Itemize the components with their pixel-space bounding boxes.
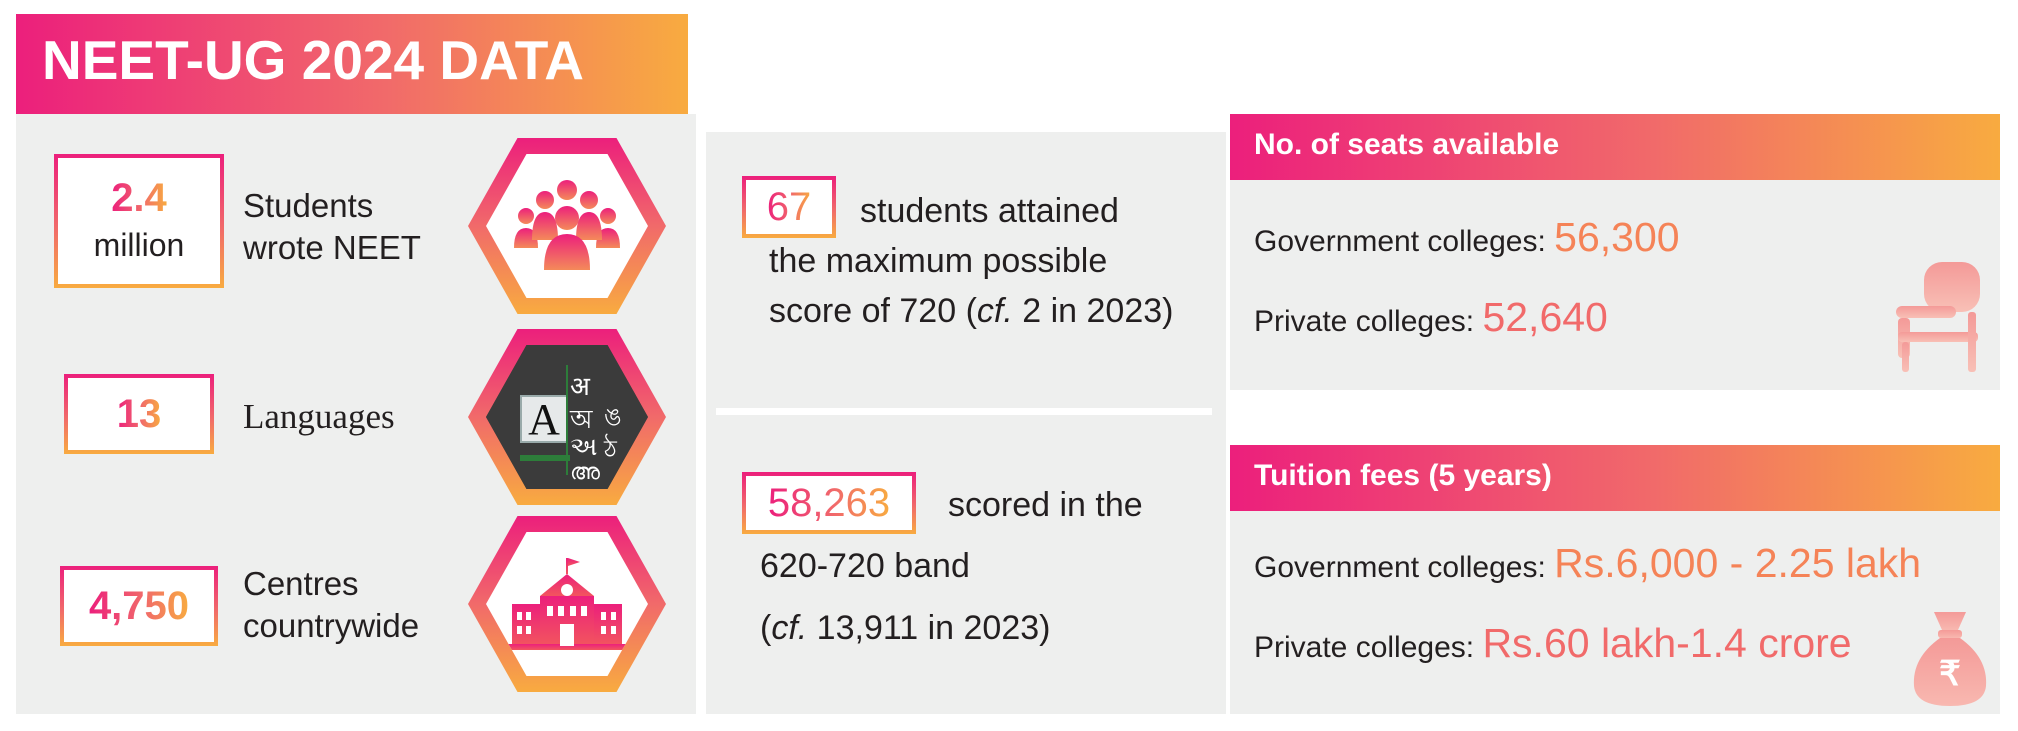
students-count-box: 2.4 million: [54, 154, 224, 288]
key-latin-a: A: [520, 395, 568, 444]
toppers-count-box: 67: [742, 176, 836, 238]
band-line2: 620-720 band: [760, 547, 970, 585]
toppers-line1: students attained: [860, 192, 1119, 230]
rupee-symbol: ₹: [1939, 655, 1961, 693]
seats-government-label: Government colleges:: [1254, 225, 1555, 258]
fees-government-row: Government colleges: Rs.6,000 - 2.25 lak…: [1254, 540, 1921, 587]
languages-count-value: 13: [116, 391, 162, 436]
centres-count-box: 4,750: [60, 566, 218, 646]
seats-government-value: 56,300: [1554, 214, 1680, 260]
seats-private-value: 52,640: [1482, 294, 1608, 340]
centres-label-line1: Centres: [243, 565, 359, 602]
students-label-line1: Students: [243, 187, 374, 224]
languages-keyboard-icon: A अ অ અ അ ঙ ঠ: [468, 329, 666, 505]
fees-private-label: Private colleges:: [1254, 631, 1483, 664]
fees-private-row: Private colleges: Rs.60 lakh-1.4 crore: [1254, 620, 1852, 667]
students-count-value: 2.4: [111, 176, 167, 220]
fees-government-value: Rs.6,000 - 2.25 lakh: [1554, 540, 1922, 586]
seats-private-row: Private colleges: 52,640: [1254, 294, 1608, 341]
key-devanagari: अ: [570, 371, 590, 401]
fees-heading-bar: Tuition fees (5 years): [1230, 445, 2000, 511]
seats-private-label: Private colleges:: [1254, 305, 1483, 338]
people-group-icon: [468, 138, 666, 314]
students-count-unit: million: [93, 227, 185, 263]
seats-government-row: Government colleges: 56,300: [1254, 214, 1680, 261]
students-label-line2: wrote NEET: [243, 229, 421, 266]
toppers-line3: score of 720 (cf. 2 in 2023): [769, 292, 1174, 330]
band-count-value: 58,263: [767, 480, 891, 525]
key-gujarati: અ: [570, 431, 598, 461]
school-desk-chair-icon: [1894, 262, 1984, 374]
toppers-line2: the maximum possible: [769, 242, 1108, 280]
centres-count-value: 4,750: [88, 583, 190, 628]
band-count-box: 58,263: [742, 472, 916, 534]
key-malayalam: അ: [570, 459, 600, 484]
seats-heading-bar: No. of seats available: [1230, 114, 2000, 180]
rupee-money-bag-icon: ₹: [1910, 610, 1990, 708]
title-banner: NEET-UG 2024 DATA: [16, 14, 688, 114]
page-title: NEET-UG 2024 DATA: [42, 29, 584, 91]
fees-private-value: Rs.60 lakh-1.4 crore: [1482, 620, 1852, 666]
fees-government-label: Government colleges:: [1254, 551, 1555, 584]
languages-label: Languages: [243, 397, 395, 436]
band-line1: scored in the: [948, 486, 1143, 524]
centres-label-line2: countrywide: [243, 607, 420, 644]
key-bengali: অ: [570, 404, 593, 434]
fees-heading: Tuition fees (5 years): [1254, 459, 1552, 492]
key-bengali-2: ঙ: [604, 404, 622, 431]
seats-heading: No. of seats available: [1254, 128, 1560, 161]
band-line3: (cf. 13,911 in 2023): [760, 609, 1051, 647]
languages-count-box: 13: [64, 374, 214, 454]
middle-divider: [716, 408, 1212, 415]
key-bengali-3: ঠ: [604, 436, 617, 463]
toppers-count-value: 67: [766, 184, 812, 229]
